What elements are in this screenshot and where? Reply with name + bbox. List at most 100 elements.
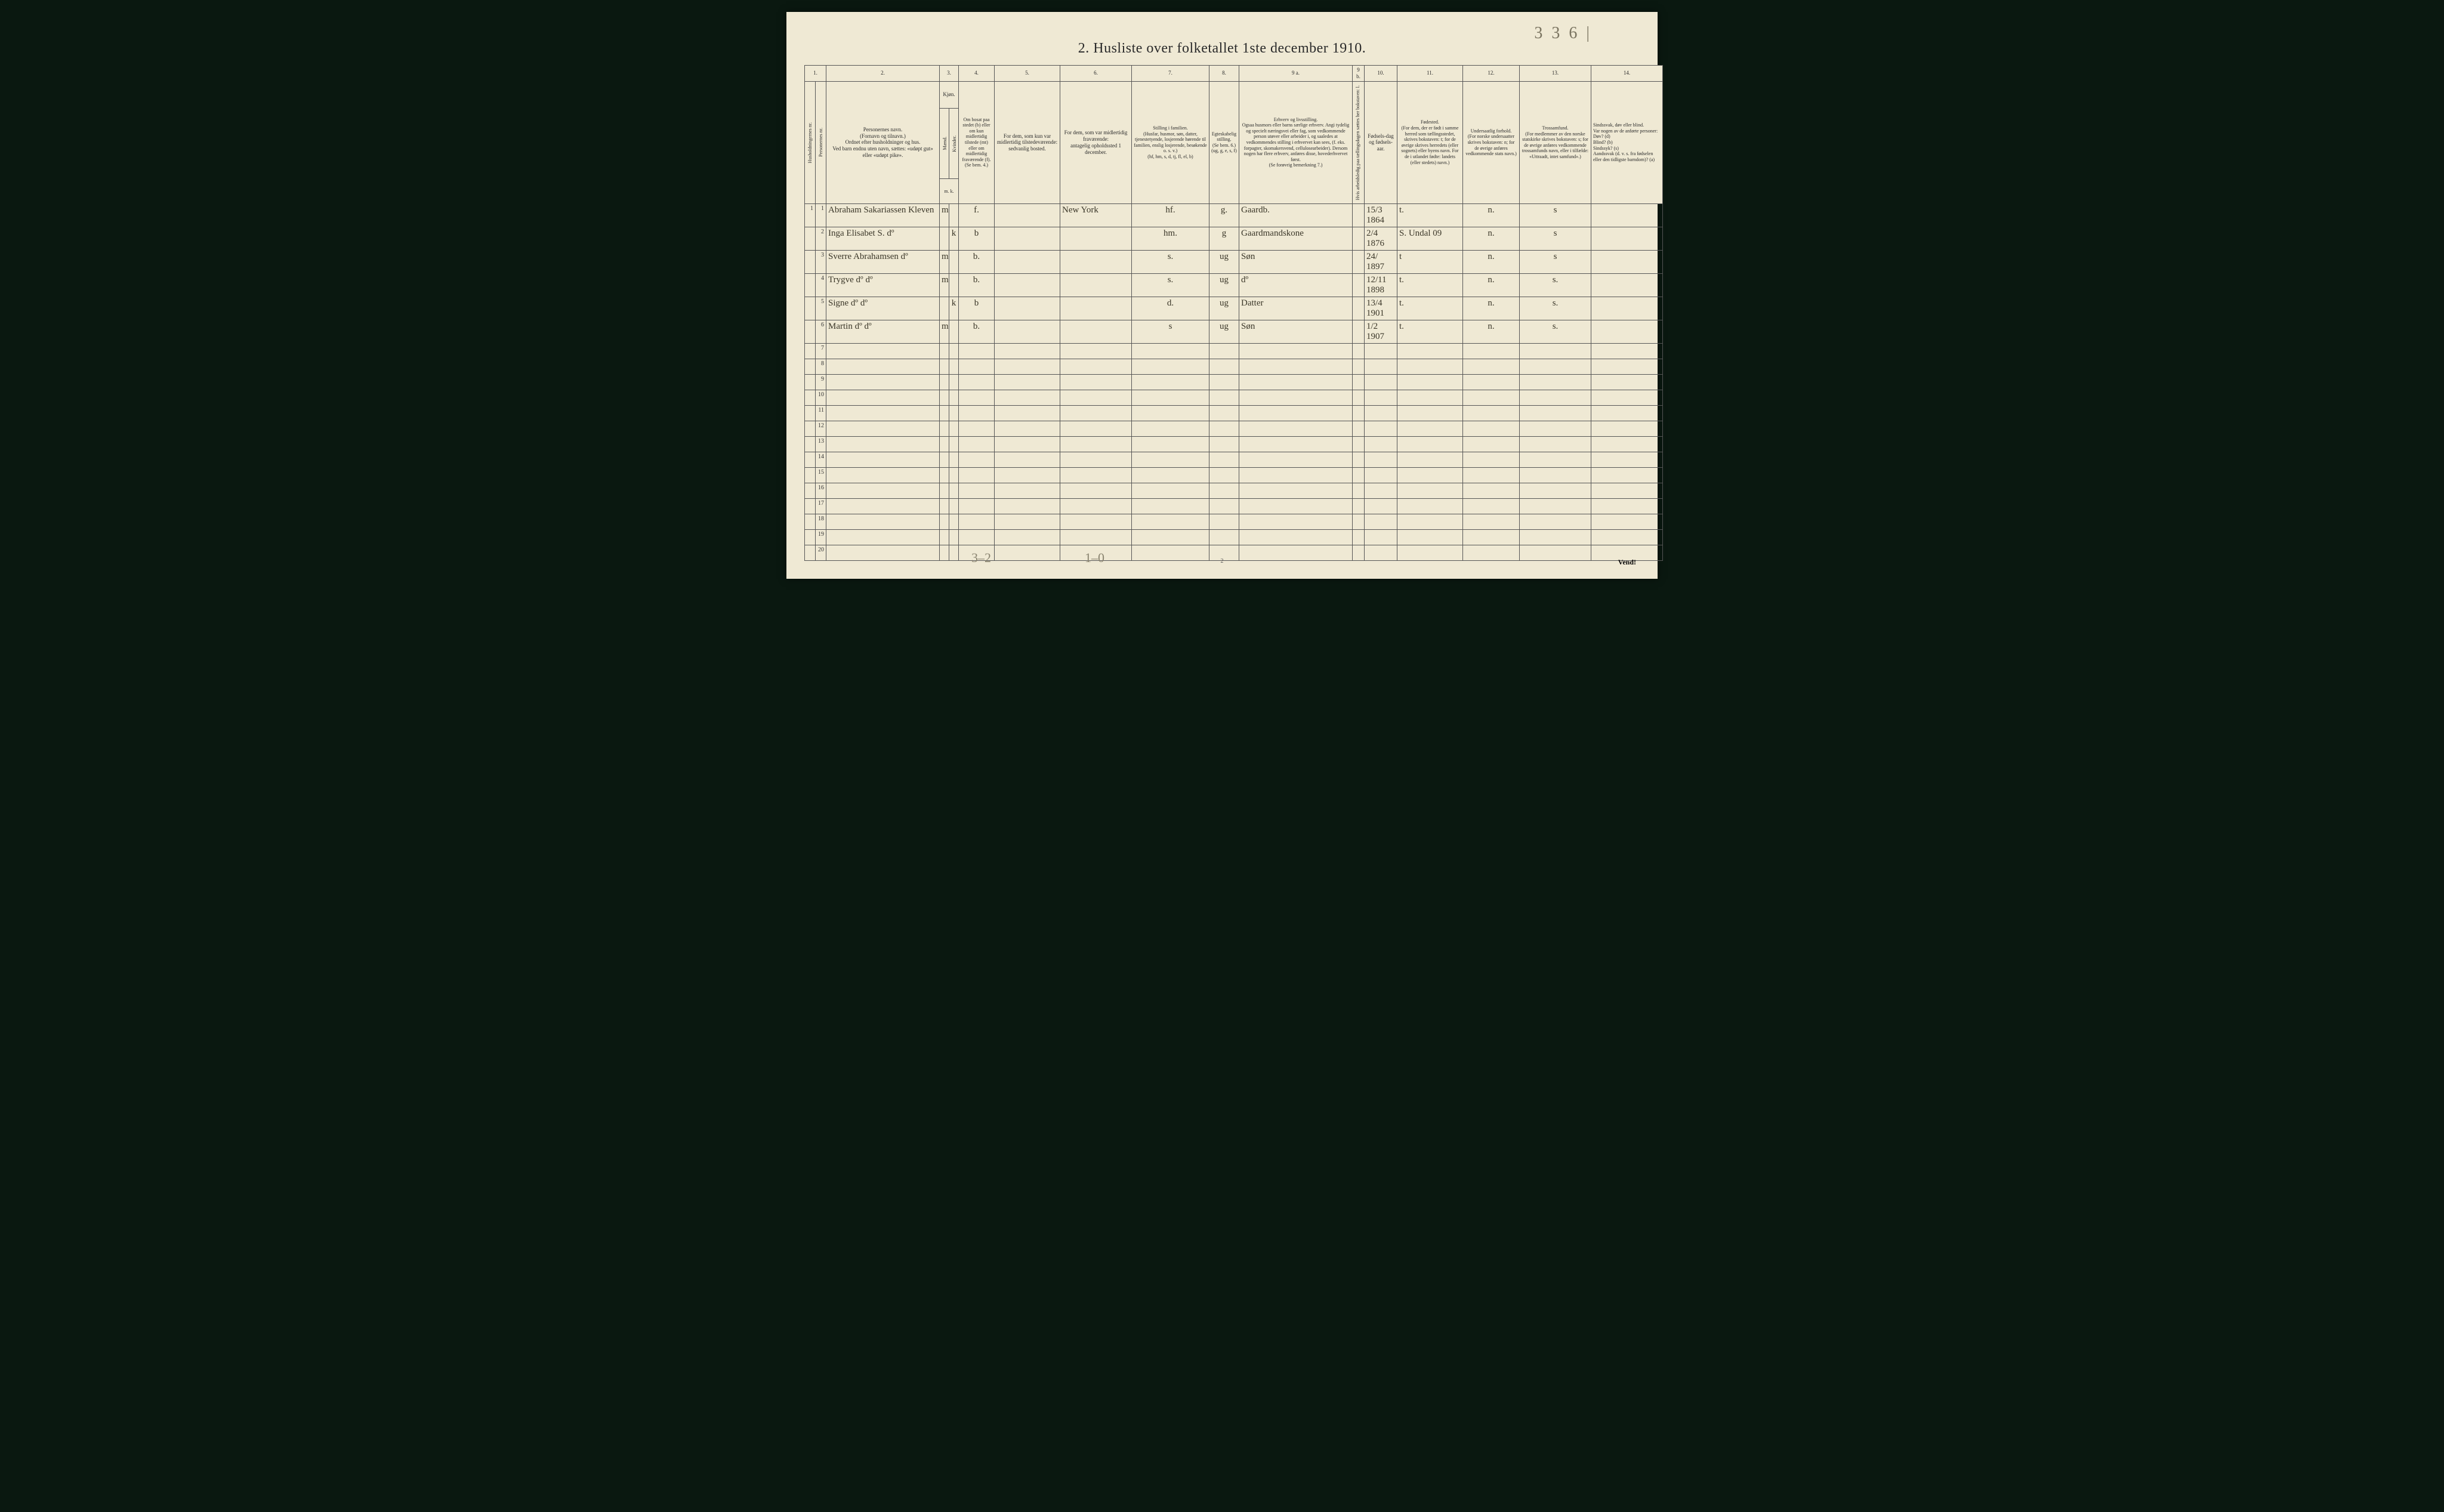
cell-person-nr: 9 [816,375,826,390]
cell-erhverv: dº [1239,274,1353,297]
cell-empty [1397,530,1463,545]
cell-empty [1591,499,1663,514]
cell-sinds [1591,204,1663,227]
cell-fam: hf. [1132,204,1209,227]
cell-empty [826,530,940,545]
cell-dob: 1/2 1907 [1365,320,1397,344]
cell-empty [1463,375,1520,390]
cell-fodested: S. Undal 09 [1397,227,1463,251]
cell-empty [1060,344,1132,359]
cell-female [949,320,959,344]
cell-fodested: t. [1397,297,1463,320]
cell-empty [826,483,940,499]
cell-empty [1060,375,1132,390]
cell-empty [1132,514,1209,530]
cell-empty [1060,468,1132,483]
cell-arbledig [1353,274,1365,297]
head-kvinder: Kvinder. [949,109,959,179]
cell-undersaat: n. [1463,320,1520,344]
cell-fam: s. [1132,274,1209,297]
cell-hh [805,297,816,320]
cell-empty [995,359,1060,375]
cell-person-nr: 12 [816,421,826,437]
cell-empty [1239,344,1353,359]
footer-vend: Vend! [1618,558,1636,567]
cell-male: m [940,274,949,297]
cell-name: Signe dº dº [826,297,940,320]
cell-empty [1209,421,1239,437]
cell-egte: g [1209,227,1239,251]
cell-empty [1060,421,1132,437]
cell-hh [805,452,816,468]
cell-empty [1520,375,1591,390]
cell-hh: 1 [805,204,816,227]
colnum-12: 12. [1463,66,1520,82]
cell-empty [949,452,959,468]
cell-undersaat: n. [1463,227,1520,251]
cell-empty [1520,406,1591,421]
cell-name: Sverre Abrahamsen dº [826,251,940,274]
cell-empty [1591,514,1663,530]
cell-empty [1365,359,1397,375]
cell-empty [1463,499,1520,514]
cell-tros: s. [1520,274,1591,297]
cell-empty [1591,390,1663,406]
table-row: 5Signe dº dºkbd.ugDatter13/4 1901t.n.s. [805,297,1663,320]
cell-person-nr: 5 [816,297,826,320]
cell-fodested: t. [1397,204,1463,227]
head-trossamfund: Trossamfund. (For medlemmer av den norsk… [1520,81,1591,203]
cell-male [940,227,949,251]
cell-person-nr: 8 [816,359,826,375]
cell-empty [1209,514,1239,530]
cell-empty [949,359,959,375]
cell-empty [826,406,940,421]
cell-midl-tilst [995,227,1060,251]
head-midl-tilst: For dem, som kun var midlertidig tilsted… [995,81,1060,203]
cell-empty [1239,390,1353,406]
cell-empty [1209,499,1239,514]
cell-egte: ug [1209,274,1239,297]
cell-empty [1132,421,1209,437]
cell-empty [1397,421,1463,437]
cell-bosat: b [959,297,995,320]
cell-empty [1397,437,1463,452]
cell-hh [805,274,816,297]
cell-empty [1239,545,1353,561]
cell-empty [1365,483,1397,499]
cell-person-nr: 14 [816,452,826,468]
head-maend: Mænd. [940,109,949,179]
cell-empty [1353,437,1365,452]
table-row: 14 [805,452,1663,468]
cell-empty [1591,359,1663,375]
cell-egte: ug [1209,320,1239,344]
cell-empty [995,468,1060,483]
cell-person-nr: 6 [816,320,826,344]
cell-empty [1353,514,1365,530]
cell-arbledig [1353,227,1365,251]
cell-empty [949,530,959,545]
cell-bosat: b. [959,320,995,344]
cell-empty [940,499,949,514]
cell-hh [805,421,816,437]
cell-empty [940,375,949,390]
cell-midl-frav: New York [1060,204,1132,227]
cell-empty [826,390,940,406]
cell-empty [1463,390,1520,406]
cell-empty [826,545,940,561]
cell-person-nr: 10 [816,390,826,406]
cell-hh [805,468,816,483]
cell-empty [959,514,995,530]
cell-undersaat: n. [1463,251,1520,274]
cell-arbledig [1353,320,1365,344]
cell-empty [1591,437,1663,452]
cell-empty [1132,499,1209,514]
cell-empty [1239,437,1353,452]
cell-hh [805,437,816,452]
cell-empty [1365,468,1397,483]
cell-erhverv: Søn [1239,251,1353,274]
cell-fodested: t. [1397,274,1463,297]
cell-empty [1353,390,1365,406]
cell-tros: s. [1520,297,1591,320]
cell-erhverv: Søn [1239,320,1353,344]
cell-fodested: t [1397,251,1463,274]
